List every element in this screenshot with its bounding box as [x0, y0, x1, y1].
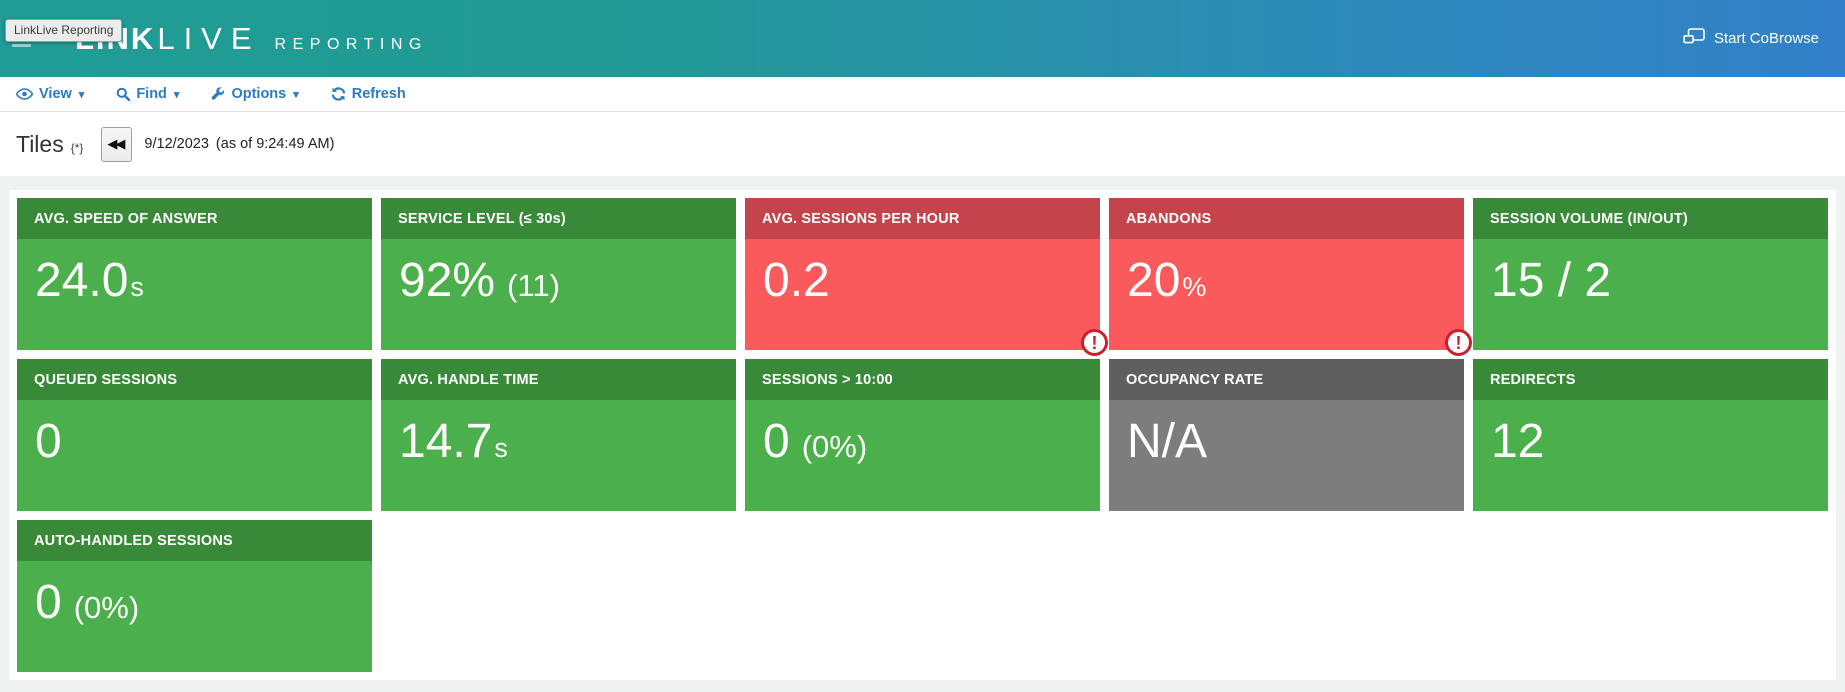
tile-value-area: 12 [1473, 400, 1828, 511]
tile-value-note: (0%) [73, 590, 140, 625]
tile-value: 92% [399, 254, 496, 307]
tile-value: 15 / 2 [1491, 254, 1612, 307]
page-title-badge: {*} [70, 141, 84, 155]
tile-value-unit: % [1182, 272, 1207, 302]
as-of-timestamp: (as of 9:24:49 AM) [215, 136, 335, 152]
tile-value: 0 [763, 415, 790, 468]
tile-occupancy-rate[interactable]: OCCUPANCY RATE N/A ! [1109, 359, 1464, 511]
tile-value-area: 0 [17, 400, 372, 511]
chevron-down-icon: ▾ [78, 88, 85, 101]
tiles-panel: AVG. SPEED OF ANSWER 24.0 s ! SERVICE LE… [9, 190, 1836, 680]
tile-avg-sessions-per-hour[interactable]: AVG. SESSIONS PER HOUR 0.2 ! [745, 198, 1108, 356]
alert-icon: ! [1445, 329, 1472, 356]
tile-label: SESSION VOLUME (IN/OUT) [1473, 198, 1828, 239]
tile-sessions-gt-10-00[interactable]: SESSIONS > 10:00 0 (0%) ! [745, 359, 1100, 511]
tile-label: SERVICE LEVEL (≤ 30s) [381, 198, 736, 239]
report-date: 9/12/2023 [144, 136, 209, 152]
logo-text-product: REPORTING [274, 35, 428, 53]
tile-auto-handled-sessions[interactable]: AUTO-HANDLED SESSIONS 0 (0%) ! [17, 520, 372, 672]
options-menu-label: Options [231, 86, 287, 102]
tile-value-unit: s [130, 272, 144, 302]
view-menu-label: View [39, 86, 72, 102]
tile-value-area: 20 % [1109, 239, 1464, 350]
tile-service-level[interactable]: SERVICE LEVEL (≤ 30s) 92% (11) ! [381, 198, 736, 350]
refresh-button[interactable]: Refresh [331, 86, 406, 102]
tile-value-unit: s [494, 433, 508, 463]
toolbar: View ▾ Find ▾ Options ▾ [0, 77, 1845, 112]
tile-label: QUEUED SESSIONS [17, 359, 372, 400]
logo-text-live: LIVE [157, 20, 261, 56]
tile-session-volume[interactable]: SESSION VOLUME (IN/OUT) 15 / 2 ! [1473, 198, 1828, 350]
tile-value-area: 14.7 s [381, 400, 736, 511]
tile-value-note: (0%) [801, 429, 868, 464]
tile-value-area: 15 / 2 [1473, 239, 1828, 350]
start-cobrowse-button[interactable]: Start CoBrowse [1683, 28, 1819, 49]
search-icon [116, 87, 131, 101]
tile-value: N/A [1127, 415, 1208, 468]
tile-label: REDIRECTS [1473, 359, 1828, 400]
tile-label: OCCUPANCY RATE [1109, 359, 1464, 400]
tile-value-note: (11) [507, 268, 560, 303]
tile-redirects[interactable]: REDIRECTS 12 ! [1473, 359, 1828, 511]
chevron-down-icon: ▾ [173, 88, 180, 101]
tile-value: 24.0 [35, 254, 129, 307]
title-bar: Tiles {*} ◀◀ 9/12/2023 (as of 9:24:49 AM… [0, 112, 1845, 176]
app-header: LINK LIVE REPORTING Start CoBrowse LinkL… [0, 0, 1845, 77]
alert-icon: ! [1081, 329, 1108, 356]
page-title: Tiles [16, 130, 64, 157]
tile-value-area: N/A [1109, 400, 1464, 511]
tile-value: 0 [35, 576, 62, 629]
view-menu-button[interactable]: View ▾ [16, 86, 84, 102]
refresh-label: Refresh [351, 86, 406, 102]
tile-label: AVG. HANDLE TIME [381, 359, 736, 400]
find-menu-label: Find [136, 86, 167, 102]
tile-value-area: 92% (11) [381, 239, 736, 350]
tile-abandons[interactable]: ABANDONS 20 % ! [1109, 198, 1472, 356]
rewind-icon: ◀◀ [107, 136, 125, 151]
eye-icon [16, 88, 33, 100]
tile-value-area: 0 (0%) [745, 400, 1100, 511]
wrench-icon [211, 87, 225, 101]
tile-label: AVG. SESSIONS PER HOUR [745, 198, 1100, 239]
tile-value: 0.2 [763, 254, 830, 307]
tile-avg-handle-time[interactable]: AVG. HANDLE TIME 14.7 s ! [381, 359, 736, 511]
tile-label: AUTO-HANDLED SESSIONS [17, 520, 372, 561]
tile-value-area: 0.2 [745, 239, 1100, 350]
tile-avg-speed-of-answer[interactable]: AVG. SPEED OF ANSWER 24.0 s ! [17, 198, 372, 350]
cobrowse-icon [1683, 28, 1705, 49]
tile-value: 12 [1491, 415, 1545, 468]
content-area: AVG. SPEED OF ANSWER 24.0 s ! SERVICE LE… [0, 176, 1845, 680]
cobrowse-label: Start CoBrowse [1713, 30, 1819, 47]
tile-label: ABANDONS [1109, 198, 1464, 239]
tile-label: AVG. SPEED OF ANSWER [17, 198, 372, 239]
tile-value: 14.7 [399, 415, 493, 468]
rewind-date-button[interactable]: ◀◀ [101, 126, 133, 162]
find-menu-button[interactable]: Find ▾ [116, 86, 179, 102]
chevron-down-icon: ▾ [293, 88, 299, 101]
tile-value-area: 24.0 s [17, 239, 372, 350]
tile-queued-sessions[interactable]: QUEUED SESSIONS 0 ! [17, 359, 372, 511]
options-menu-button[interactable]: Options ▾ [211, 86, 299, 102]
tile-value-area: 0 (0%) [17, 561, 372, 672]
tile-value: 0 [35, 415, 62, 468]
app-logo: LINK LIVE REPORTING [75, 21, 428, 57]
refresh-icon [331, 87, 346, 101]
tile-label: SESSIONS > 10:00 [745, 359, 1100, 400]
tile-value: 20 [1127, 254, 1181, 307]
tooltip: LinkLive Reporting [5, 19, 123, 42]
